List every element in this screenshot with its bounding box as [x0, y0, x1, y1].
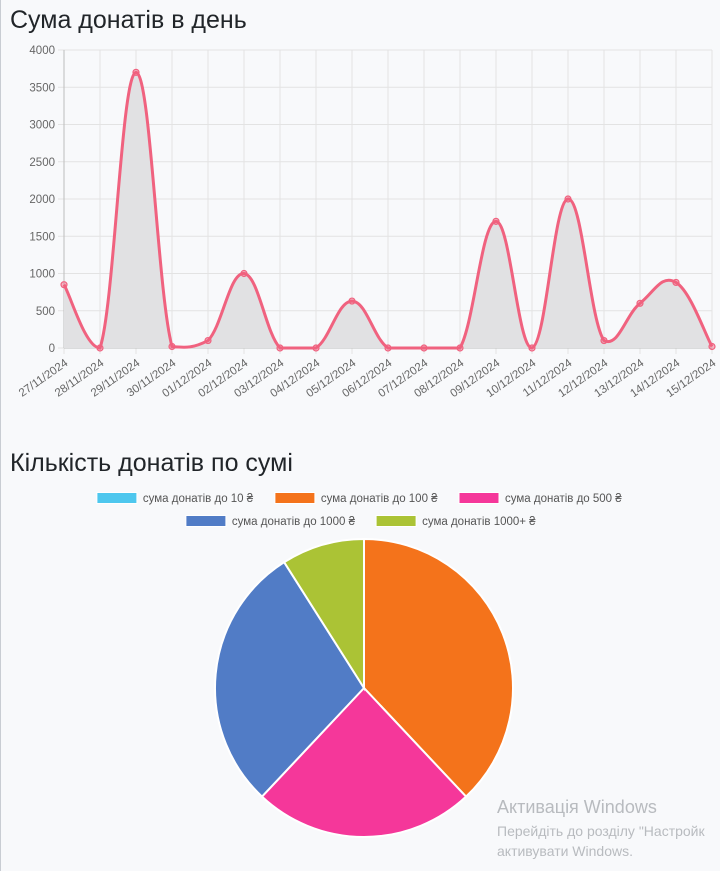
pie-slice[interactable] [363, 537, 514, 799]
windows-activation-watermark: Активація Windows Перейдіть до розділу "… [497, 797, 705, 861]
data-point[interactable] [348, 297, 356, 305]
legend-label[interactable]: сума донатів до 500 ₴ [505, 493, 622, 505]
data-point[interactable] [276, 344, 284, 352]
data-point[interactable] [600, 336, 608, 345]
data-point[interactable] [132, 68, 140, 76]
line-chart-title: Сума донатів в день [10, 6, 247, 34]
legend-label[interactable]: сума донатів до 1000 ₴ [232, 516, 356, 528]
legend-swatch[interactable] [458, 492, 500, 504]
data-point[interactable] [312, 344, 320, 352]
legend-swatch[interactable] [185, 515, 227, 527]
data-point[interactable] [60, 281, 68, 289]
data-point[interactable] [420, 344, 428, 352]
y-tick-label: 1000 [29, 269, 55, 281]
data-point[interactable] [384, 344, 392, 352]
y-tick-label: 2500 [29, 157, 55, 169]
data-point[interactable] [96, 344, 104, 352]
data-point[interactable] [168, 342, 176, 351]
y-tick-label: 3000 [29, 120, 55, 132]
y-tick-label: 2000 [29, 194, 55, 206]
y-tick-label: 1500 [29, 231, 55, 243]
data-point[interactable] [240, 269, 248, 278]
data-point[interactable] [492, 217, 500, 225]
data-point[interactable] [456, 344, 464, 352]
pie-slice[interactable] [214, 560, 366, 799]
y-tick-label: 3500 [29, 82, 55, 94]
data-point[interactable] [636, 299, 644, 307]
pie-chart-title: Кількість донатів по сумі [10, 449, 293, 477]
watermark-line-2: активувати Windows. [497, 843, 633, 859]
legend-swatch[interactable] [375, 515, 417, 527]
data-point[interactable] [528, 344, 536, 352]
pie-slice[interactable] [282, 537, 365, 692]
legend-swatch[interactable] [274, 492, 316, 504]
data-point[interactable] [672, 278, 680, 287]
legend-label[interactable]: сума донатів 1000+ ₴ [422, 516, 536, 528]
series-line [62, 70, 714, 350]
pie-slice[interactable] [260, 686, 468, 838]
data-point[interactable] [204, 336, 212, 345]
legend-label[interactable]: сума донатів до 10 ₴ [143, 493, 254, 505]
data-point[interactable] [708, 342, 716, 351]
legend-swatch[interactable] [96, 492, 138, 504]
watermark-line-1: Перейдіть до розділу "Настройк [497, 823, 705, 839]
y-tick-label: 4000 [29, 45, 55, 57]
watermark-title: Активація Windows [497, 797, 657, 817]
y-tick-label: 0 [49, 343, 55, 355]
y-tick-label: 500 [36, 306, 55, 318]
left-border [0, 0, 1, 871]
data-point[interactable] [564, 195, 572, 203]
legend-label[interactable]: сума донатів до 100 ₴ [321, 493, 438, 505]
